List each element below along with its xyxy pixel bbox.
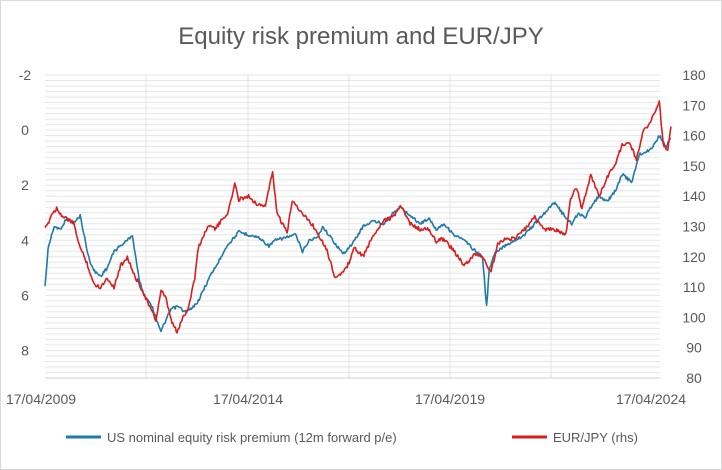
gridlines [45,74,660,379]
right-tick-label: 120 [682,249,706,265]
x-tick-label: 17/04/2014 [213,391,283,407]
series-layer [44,100,672,334]
left-tick-label: -2 [19,67,32,83]
x-axis-ticks: 17/04/2009 17/04/2014 17/04/2019 17/04/2024 [6,391,686,407]
right-tick-label: 110 [683,279,706,295]
right-tick-label: 170 [682,97,706,113]
x-tick-label: 17/04/2019 [415,391,485,407]
chart-title: Equity risk premium and EUR/JPY [178,23,543,50]
x-tick-label: 17/04/2024 [616,391,686,407]
legend-label-erp: US nominal equity risk premium (12m forw… [107,430,397,445]
right-tick-label: 150 [682,158,706,174]
left-tick-label: 2 [21,177,29,193]
right-tick-label: 130 [682,219,706,235]
right-tick-label: 100 [682,309,706,325]
left-tick-label: 6 [21,287,29,303]
right-tick-label: 140 [682,188,706,204]
legend: US nominal equity risk premium (12m forw… [66,430,638,445]
left-axis-ticks: -2 0 2 4 6 8 [19,67,32,359]
right-axis-ticks: 180 170 160 150 140 130 120 110 100 90 80 [682,67,706,386]
x-tick-label: 17/04/2009 [6,391,76,407]
left-tick-label: 0 [21,122,29,138]
left-tick-label: 8 [21,343,29,359]
left-tick-label: 4 [21,232,29,248]
legend-label-eurjpy: EUR/JPY (rhs) [553,430,638,445]
right-tick-label: 180 [682,67,706,83]
series-line-erp [44,135,672,333]
right-tick-label: 160 [682,128,706,144]
series-line-eurjpy [44,100,672,334]
right-tick-label: 90 [686,340,702,356]
right-tick-label: 80 [686,370,702,386]
